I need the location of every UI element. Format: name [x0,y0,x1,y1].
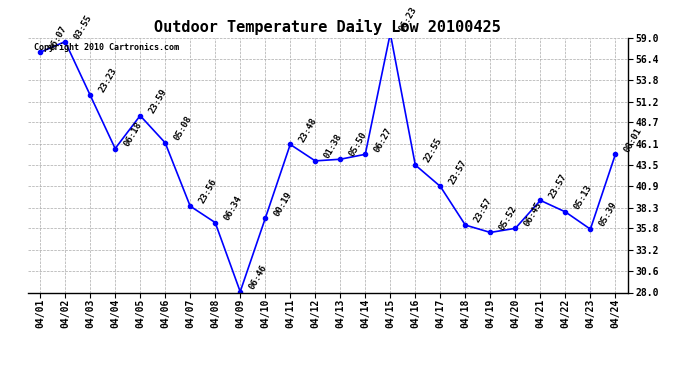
Text: 08:01: 08:01 [622,126,644,153]
Text: 06:46: 06:46 [247,263,268,291]
Text: 06:27: 06:27 [372,126,393,153]
Text: 06:07: 06:07 [47,24,68,51]
Text: 23:48: 23:48 [297,116,318,144]
Text: 05:39: 05:39 [598,201,618,228]
Text: 05:50: 05:50 [347,131,368,159]
Title: Outdoor Temperature Daily Low 20100425: Outdoor Temperature Daily Low 20100425 [155,19,501,35]
Text: 22:55: 22:55 [422,136,444,164]
Text: 05:08: 05:08 [172,114,193,142]
Text: 06:45: 06:45 [522,200,544,228]
Text: 05:52: 05:52 [497,204,518,232]
Text: 03:55: 03:55 [72,13,93,41]
Text: 05:13: 05:13 [572,183,593,211]
Text: 00:19: 00:19 [272,190,293,218]
Text: 01:38: 01:38 [322,132,344,160]
Text: 06:23: 06:23 [397,5,418,33]
Text: 06:34: 06:34 [222,194,244,222]
Text: Copyright 2010 Cartronics.com: Copyright 2010 Cartronics.com [34,43,179,52]
Text: 23:59: 23:59 [147,87,168,115]
Text: 23:56: 23:56 [197,178,218,206]
Text: 06:18: 06:18 [122,120,144,148]
Text: 23:57: 23:57 [447,158,469,186]
Text: 23:23: 23:23 [97,66,118,94]
Text: 23:57: 23:57 [472,196,493,224]
Text: 23:57: 23:57 [547,172,569,200]
